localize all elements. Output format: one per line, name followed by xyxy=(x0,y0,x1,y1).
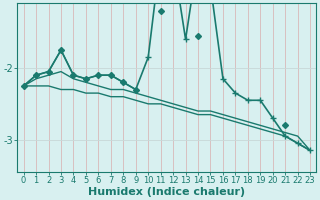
X-axis label: Humidex (Indice chaleur): Humidex (Indice chaleur) xyxy=(88,187,245,197)
